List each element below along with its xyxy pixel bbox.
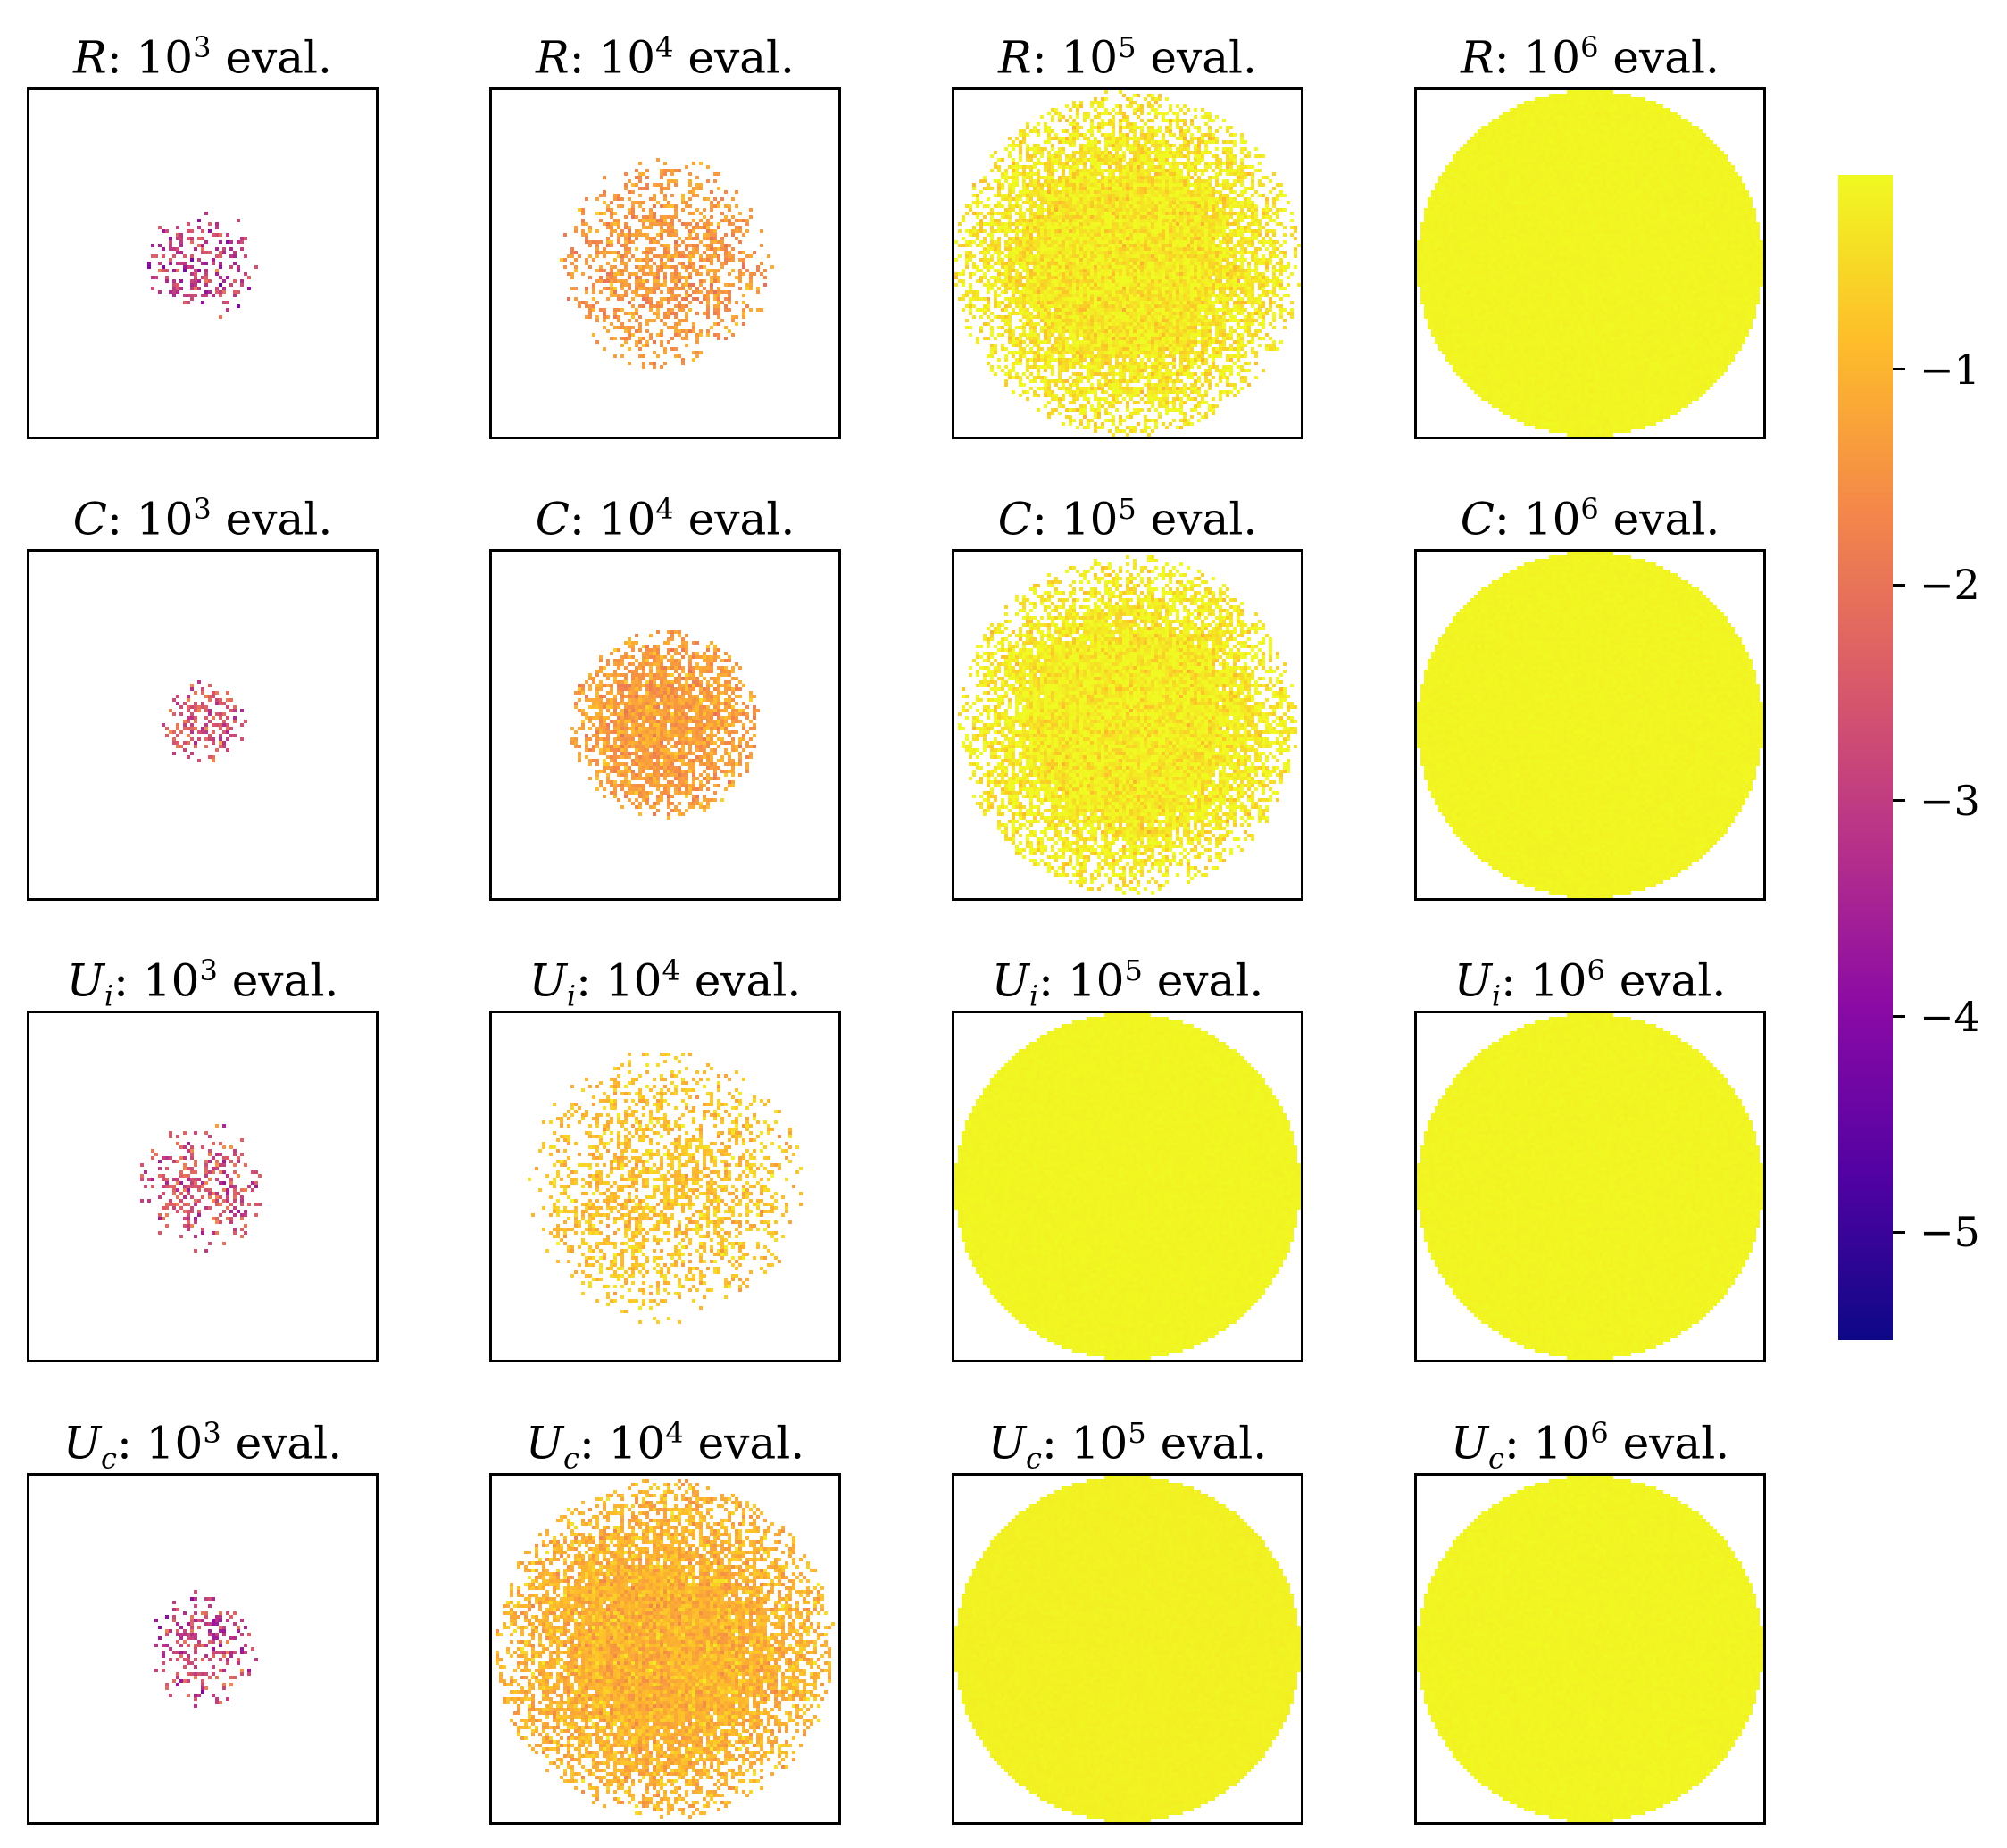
colorbar-tick-label: −4 xyxy=(1920,992,1980,1041)
heatmap-cells xyxy=(29,552,376,898)
heatmap-cells xyxy=(1417,1476,1763,1822)
heatmap-panel xyxy=(1414,1011,1766,1362)
panel-title: R: 106 eval. xyxy=(1461,30,1720,84)
heatmap-panel xyxy=(489,1473,841,1825)
heatmap-cells xyxy=(954,90,1301,437)
colorbar-tick xyxy=(1893,583,1905,587)
heatmap-panel xyxy=(1414,1473,1766,1825)
heatmap-panel xyxy=(489,1011,841,1362)
panel-title: C: 106 eval. xyxy=(1460,492,1720,545)
colorbar-tick-label: −2 xyxy=(1920,561,1980,610)
heatmap-panel xyxy=(1414,87,1766,439)
heatmap-panel xyxy=(952,1473,1303,1825)
heatmap-panel xyxy=(489,549,841,901)
panel-title: Ui: 105 eval. xyxy=(991,953,1264,1013)
colorbar-tick-label: −1 xyxy=(1920,345,1980,394)
panel-title: C: 103 eval. xyxy=(72,492,333,545)
heatmap-panel xyxy=(952,87,1303,439)
colorbar-tick xyxy=(1893,1230,1905,1234)
panel-title: Ui: 106 eval. xyxy=(1453,953,1727,1013)
heatmap-cells xyxy=(1417,90,1763,437)
heatmap-cells xyxy=(29,1476,376,1822)
panel-title: Uc: 105 eval. xyxy=(987,1416,1268,1476)
heatmap-cells xyxy=(492,1476,838,1822)
heatmap-cells xyxy=(492,90,838,437)
heatmap-panel xyxy=(489,87,841,439)
colorbar-tick-label: −3 xyxy=(1920,776,1980,825)
panel-title: R: 103 eval. xyxy=(73,30,332,84)
heatmap-cells xyxy=(1417,1013,1763,1360)
panel-title: R: 104 eval. xyxy=(536,30,795,84)
colorbar-tick-label: −5 xyxy=(1920,1208,1980,1257)
heatmap-panel xyxy=(952,549,1303,901)
heatmap-cells xyxy=(954,1476,1301,1822)
heatmap-cells xyxy=(1417,552,1763,898)
heatmap-panel xyxy=(1414,549,1766,901)
panel-title: C: 105 eval. xyxy=(997,492,1258,545)
colorbar-gradient xyxy=(1838,175,1893,1340)
heatmap-cells xyxy=(492,1013,838,1360)
heatmap-cells xyxy=(29,90,376,437)
panel-title: Ui: 103 eval. xyxy=(66,953,339,1013)
heatmap-cells xyxy=(492,552,838,898)
panel-title: Uc: 104 eval. xyxy=(525,1416,805,1476)
colorbar-tick xyxy=(1893,799,1905,803)
heatmap-panel xyxy=(27,1473,379,1825)
panel-title: C: 104 eval. xyxy=(535,492,795,545)
panel-title: R: 105 eval. xyxy=(998,30,1257,84)
colorbar-tick xyxy=(1893,368,1905,370)
heatmap-cells xyxy=(29,1013,376,1360)
heatmap-cells xyxy=(954,1013,1301,1360)
heatmap-panel xyxy=(27,87,379,439)
heatmap-cells xyxy=(954,552,1301,898)
colorbar-tick xyxy=(1893,1015,1905,1018)
panel-title: Ui: 104 eval. xyxy=(529,953,802,1013)
panel-title: Uc: 106 eval. xyxy=(1450,1416,1730,1476)
heatmap-panel xyxy=(27,549,379,901)
panel-title: Uc: 103 eval. xyxy=(62,1416,343,1476)
heatmap-panel xyxy=(952,1011,1303,1362)
heatmap-panel xyxy=(27,1011,379,1362)
